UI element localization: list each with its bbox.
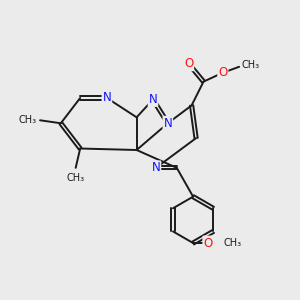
Text: N: N — [152, 161, 160, 174]
Text: CH₃: CH₃ — [18, 115, 37, 125]
Text: O: O — [218, 66, 227, 79]
Text: N: N — [148, 93, 157, 106]
Text: O: O — [203, 236, 213, 250]
Text: N: N — [103, 92, 111, 104]
Text: CH₃: CH₃ — [242, 60, 260, 70]
Text: O: O — [184, 57, 193, 70]
Text: N: N — [164, 117, 172, 130]
Text: CH₃: CH₃ — [67, 173, 85, 183]
Text: CH₃: CH₃ — [224, 238, 242, 248]
